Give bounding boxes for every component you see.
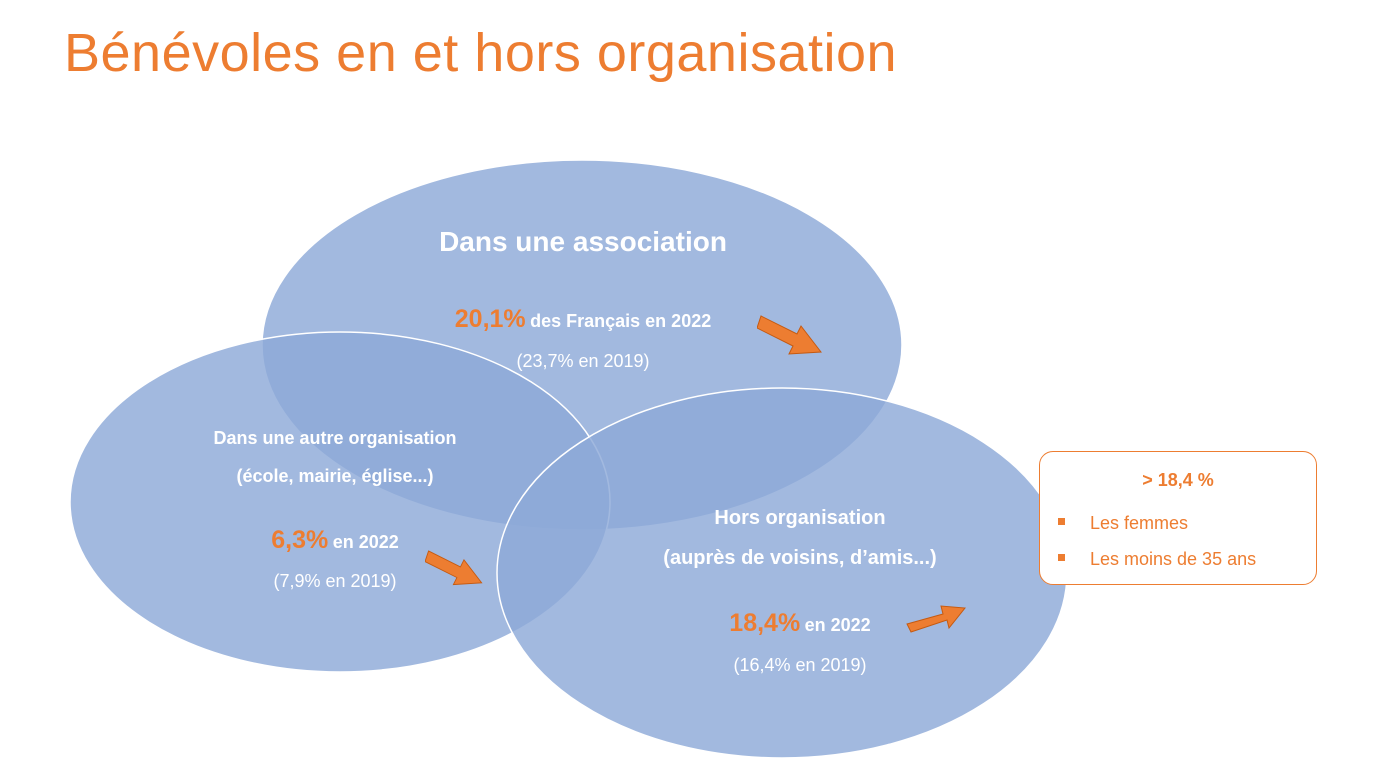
callout-title: > 18,4 % [1142, 470, 1214, 490]
callout-item-label: Les moins de 35 ans [1090, 549, 1257, 569]
circle-hors-organisation [496, 387, 1068, 759]
association-stat-text: des Français en 2022 [530, 311, 712, 331]
callout-box: > 18,4 % Les femmes Les moins de 35 ans [1039, 451, 1317, 585]
arrow-down-right-icon [425, 550, 483, 586]
arrow-up-right-icon [906, 605, 966, 633]
slide-title: Bénévoles en et hors organisation [64, 23, 898, 83]
callout-item-label: Les femmes [1090, 513, 1189, 533]
autre-label-line2: (école, mairie, église...) [236, 466, 434, 486]
hors-stat-value: 18,4% [729, 609, 801, 637]
autre-previous: (7,9% en 2019) [273, 571, 397, 591]
list-item: Les moins de 35 ans [1058, 548, 1256, 584]
arrow-down-right-icon [757, 315, 822, 355]
autre-label-line1: Dans une autre organisation [213, 428, 457, 448]
association-previous: (23,7% en 2019) [516, 351, 650, 371]
association-stat-value: 20,1% [454, 305, 526, 333]
association-stat: 20,1% des Français en 2022 [455, 305, 711, 334]
hors-previous: (16,4% en 2019) [733, 655, 867, 675]
square-bullet-icon [1058, 518, 1065, 525]
hors-label-line2: (auprès de voisins, d’amis...) [663, 547, 937, 569]
square-bullet-icon [1058, 554, 1065, 561]
list-item: Les femmes [1058, 512, 1256, 548]
autre-stat: 6,3% en 2022 [271, 526, 399, 555]
autre-stat-text: en 2022 [332, 532, 399, 552]
autre-stat-value: 6,3% [271, 526, 329, 554]
hors-stat: 18,4% en 2022 [729, 609, 870, 638]
hors-stat-text: en 2022 [804, 615, 871, 635]
hors-label-line1: Hors organisation [714, 507, 886, 529]
callout-list: Les femmes Les moins de 35 ans [1058, 512, 1256, 584]
association-label: Dans une association [439, 226, 727, 257]
